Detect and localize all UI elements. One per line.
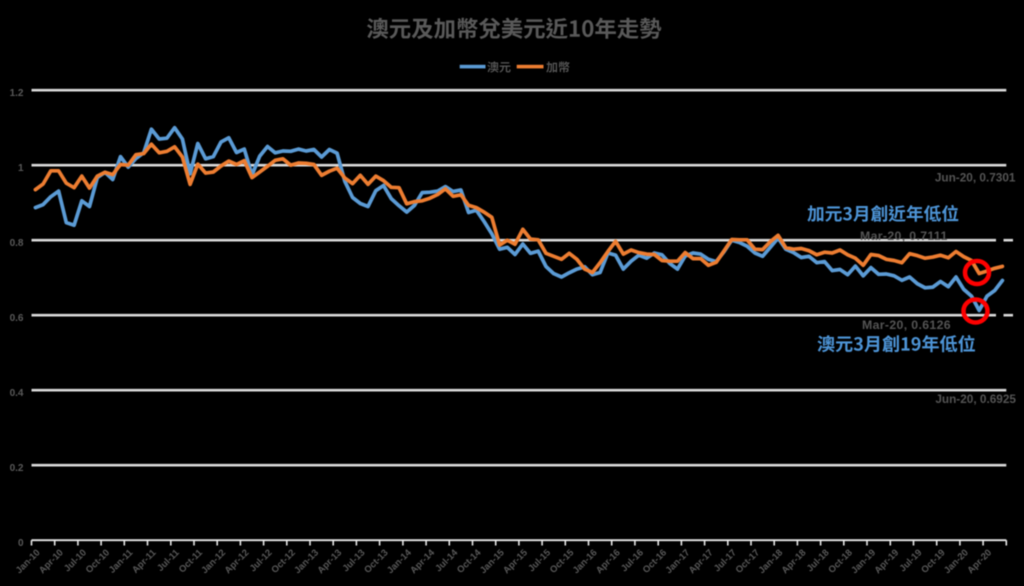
svg-text:Jun-20, 0.6925: Jun-20, 0.6925: [935, 392, 1016, 406]
svg-text:0.2: 0.2: [10, 463, 24, 474]
svg-text:0.8: 0.8: [10, 238, 24, 249]
svg-text:1: 1: [18, 163, 24, 174]
svg-text:Mar-20, 0.7111: Mar-20, 0.7111: [860, 229, 948, 243]
svg-text:0.4: 0.4: [10, 388, 24, 399]
svg-text:Mar-20, 0.6126: Mar-20, 0.6126: [862, 318, 951, 332]
svg-text:Jun-20, 0.7301: Jun-20, 0.7301: [935, 171, 1016, 185]
svg-text:0: 0: [18, 538, 24, 549]
svg-text:1.2: 1.2: [10, 88, 24, 99]
svg-text:0.6: 0.6: [10, 313, 24, 324]
